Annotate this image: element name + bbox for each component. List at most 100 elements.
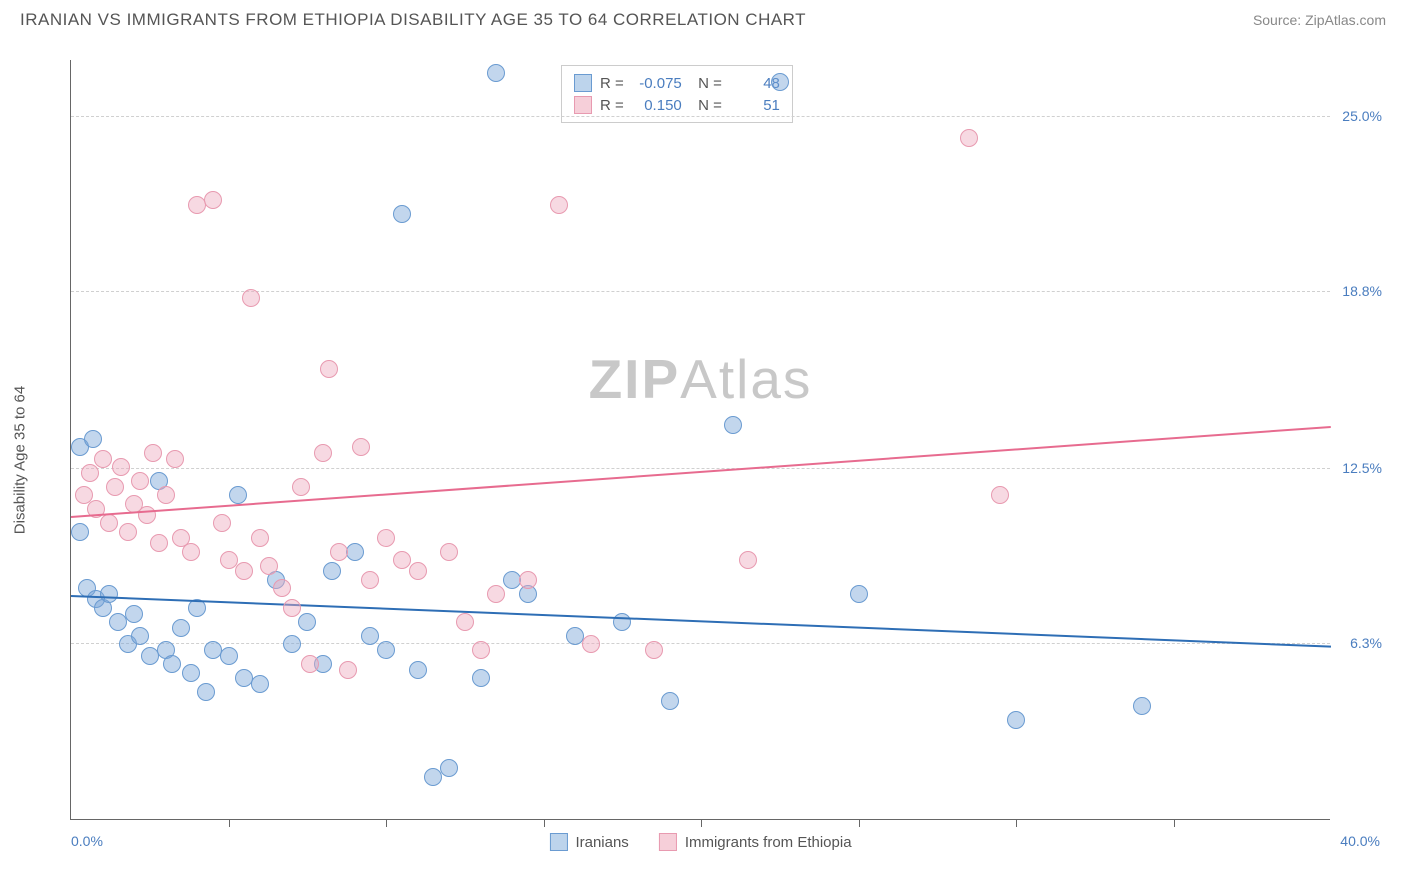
scatter-point	[235, 562, 253, 580]
scatter-point	[377, 529, 395, 547]
legend: Iranians Immigrants from Ethiopia	[549, 833, 851, 851]
stats-row: R = -0.075 N = 48	[574, 72, 780, 94]
gridline	[71, 468, 1330, 469]
legend-label: Immigrants from Ethiopia	[685, 834, 852, 851]
scatter-point	[850, 585, 868, 603]
scatter-point	[273, 579, 291, 597]
legend-item: Immigrants from Ethiopia	[659, 833, 852, 851]
scatter-point	[260, 557, 278, 575]
scatter-point	[487, 64, 505, 82]
x-tick	[229, 819, 230, 827]
scatter-point	[739, 551, 757, 569]
scatter-point	[352, 438, 370, 456]
header: IRANIAN VS IMMIGRANTS FROM ETHIOPIA DISA…	[0, 0, 1406, 40]
scatter-point	[150, 534, 168, 552]
scatter-point	[119, 523, 137, 541]
watermark: ZIPAtlas	[589, 347, 813, 411]
scatter-point	[393, 205, 411, 223]
legend-label: Iranians	[575, 834, 628, 851]
scatter-point	[131, 627, 149, 645]
scatter-point	[361, 627, 379, 645]
scatter-point	[645, 641, 663, 659]
scatter-point	[440, 759, 458, 777]
scatter-point	[771, 73, 789, 91]
watermark-light: Atlas	[680, 348, 812, 410]
scatter-point	[163, 655, 181, 673]
scatter-point	[409, 562, 427, 580]
plot-area: ZIPAtlas R = -0.075 N = 48R = 0.150 N = …	[70, 60, 1330, 820]
scatter-point	[213, 514, 231, 532]
scatter-point	[320, 360, 338, 378]
stat-r-value: -0.075	[632, 75, 682, 92]
scatter-point	[339, 661, 357, 679]
scatter-point	[456, 613, 474, 631]
y-tick-label: 6.3%	[1350, 635, 1382, 651]
scatter-point	[112, 458, 130, 476]
x-tick	[544, 819, 545, 827]
x-tick	[1016, 819, 1017, 827]
scatter-point	[283, 635, 301, 653]
scatter-point	[472, 641, 490, 659]
scatter-point	[172, 619, 190, 637]
legend-swatch	[659, 833, 677, 851]
stat-r-label: R =	[600, 97, 624, 114]
source-attribution: Source: ZipAtlas.com	[1253, 12, 1386, 28]
scatter-point	[330, 543, 348, 561]
y-tick-label: 12.5%	[1342, 460, 1382, 476]
scatter-point	[106, 478, 124, 496]
y-tick-label: 18.8%	[1342, 283, 1382, 299]
scatter-point	[1007, 711, 1025, 729]
scatter-point	[393, 551, 411, 569]
scatter-point	[314, 444, 332, 462]
scatter-point	[472, 669, 490, 687]
gridline	[71, 643, 1330, 644]
y-tick-label: 25.0%	[1342, 108, 1382, 124]
scatter-point	[166, 450, 184, 468]
scatter-point	[81, 464, 99, 482]
scatter-point	[138, 506, 156, 524]
scatter-point	[144, 444, 162, 462]
scatter-point	[440, 543, 458, 561]
scatter-point	[71, 523, 89, 541]
x-tick	[859, 819, 860, 827]
stat-n-label: N =	[690, 97, 722, 114]
scatter-point	[182, 543, 200, 561]
scatter-point	[182, 664, 200, 682]
legend-item: Iranians	[549, 833, 628, 851]
legend-swatch	[549, 833, 567, 851]
trend-line	[71, 595, 1331, 648]
stats-row: R = 0.150 N = 51	[574, 94, 780, 116]
scatter-point	[724, 416, 742, 434]
stat-r-label: R =	[600, 75, 624, 92]
gridline	[71, 291, 1330, 292]
scatter-point	[251, 529, 269, 547]
scatter-point	[960, 129, 978, 147]
stat-r-value: 0.150	[632, 97, 682, 114]
scatter-point	[346, 543, 364, 561]
scatter-point	[409, 661, 427, 679]
scatter-point	[242, 289, 260, 307]
series-swatch	[574, 74, 592, 92]
scatter-point	[292, 478, 310, 496]
series-swatch	[574, 96, 592, 114]
scatter-point	[94, 450, 112, 468]
x-tick	[386, 819, 387, 827]
scatter-point	[197, 683, 215, 701]
x-axis-max-label: 40.0%	[1340, 833, 1380, 849]
y-axis-label: Disability Age 35 to 64	[12, 386, 29, 534]
scatter-point	[220, 551, 238, 569]
x-tick	[701, 819, 702, 827]
scatter-point	[361, 571, 379, 589]
scatter-point	[204, 191, 222, 209]
stat-n-value: 51	[730, 97, 780, 114]
scatter-point	[582, 635, 600, 653]
x-axis-min-label: 0.0%	[71, 833, 103, 849]
scatter-point	[487, 585, 505, 603]
scatter-point	[613, 613, 631, 631]
scatter-point	[100, 514, 118, 532]
scatter-point	[131, 472, 149, 490]
scatter-point	[661, 692, 679, 710]
scatter-point	[1133, 697, 1151, 715]
scatter-point	[550, 196, 568, 214]
scatter-point	[251, 675, 269, 693]
